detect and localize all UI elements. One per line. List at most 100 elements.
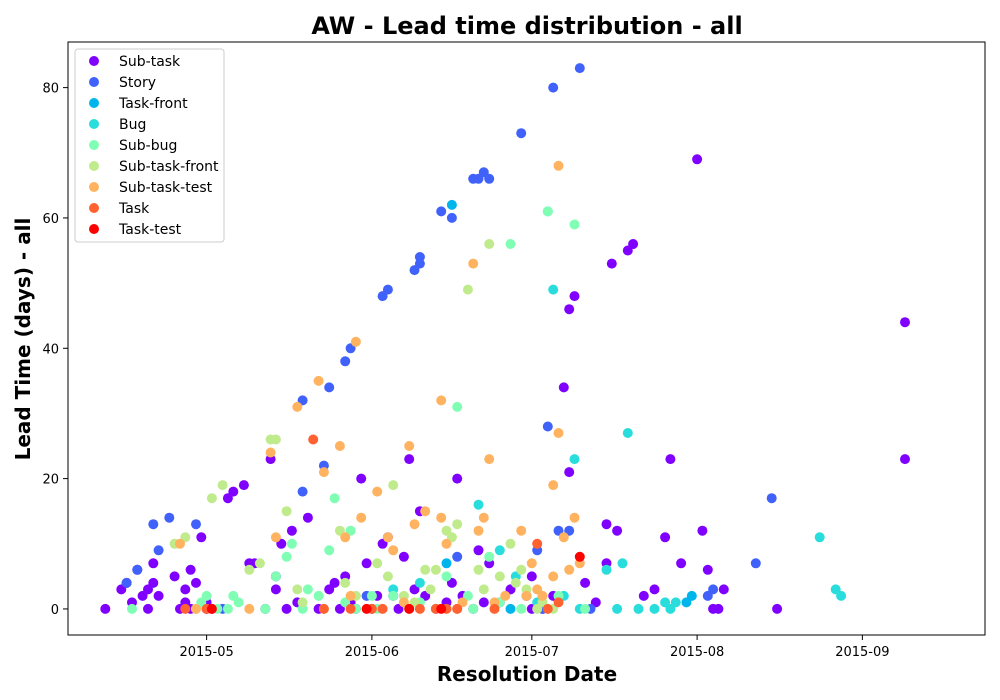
data-point-task bbox=[414, 603, 425, 614]
data-point-story bbox=[766, 493, 777, 504]
data-point-sub-task bbox=[628, 239, 639, 249]
data-point-story bbox=[484, 173, 495, 184]
legend: Sub-task Story Task-front Bug Sub-bug Sub-tas… bbox=[74, 48, 225, 243]
data-point-sub-task bbox=[612, 525, 623, 536]
x-tick-label: 2015-06 bbox=[345, 645, 399, 660]
data-point-sub-task bbox=[718, 584, 729, 595]
data-point-sub-task-test bbox=[270, 532, 281, 543]
data-point-sub-task-test bbox=[409, 519, 420, 530]
data-point-sub-task bbox=[564, 304, 575, 315]
data-point-sub-bug bbox=[580, 603, 591, 614]
legend-label: Sub-task-test bbox=[119, 180, 213, 196]
data-point-sub-task-front bbox=[372, 558, 383, 569]
plot-frame bbox=[67, 41, 986, 636]
data-point-bug bbox=[649, 603, 660, 614]
data-point-story bbox=[750, 558, 761, 569]
legend-marker bbox=[89, 98, 99, 108]
data-point-sub-task bbox=[558, 382, 569, 393]
data-point-sub-task bbox=[564, 467, 575, 478]
data-point-task-front bbox=[441, 558, 452, 569]
legend-marker bbox=[89, 119, 99, 129]
legend-label: Sub-task bbox=[119, 54, 181, 70]
legend-marker bbox=[89, 140, 99, 150]
data-point-sub-bug bbox=[324, 545, 335, 556]
data-point-sub-task-test bbox=[468, 258, 479, 269]
data-point-sub-task bbox=[473, 545, 484, 556]
legend-label: Sub-bug bbox=[119, 138, 177, 154]
data-point-bug bbox=[414, 577, 425, 588]
data-point-sub-task-test bbox=[313, 375, 324, 386]
data-point-sub-task-front bbox=[510, 577, 521, 588]
data-point-story bbox=[121, 577, 132, 588]
data-point-sub-task-test bbox=[334, 441, 345, 451]
data-point-sub-task-front bbox=[478, 584, 489, 595]
data-point-sub-bug bbox=[313, 590, 324, 601]
data-point-bug bbox=[617, 558, 628, 569]
data-point-sub-bug bbox=[270, 571, 281, 582]
data-point-sub-task bbox=[649, 584, 660, 595]
data-point-task-front bbox=[686, 590, 697, 601]
data-point-story bbox=[191, 519, 201, 530]
data-point-sub-task bbox=[222, 493, 233, 504]
data-point-sub-bug bbox=[286, 538, 297, 549]
data-point-task bbox=[489, 603, 500, 614]
data-point-story bbox=[132, 564, 143, 575]
legend-label: Bug bbox=[119, 117, 146, 133]
data-point-sub-task-test bbox=[340, 532, 351, 543]
y-tick-label: 60 bbox=[42, 212, 59, 227]
y-tick-label: 80 bbox=[42, 82, 59, 97]
data-point-sub-bug bbox=[201, 590, 212, 601]
data-point-sub-task-front bbox=[505, 538, 516, 549]
data-point-sub-task-test bbox=[553, 428, 564, 438]
data-point-sub-task-test bbox=[436, 512, 447, 523]
data-point-sub-task-test bbox=[478, 512, 489, 523]
data-point-sub-task bbox=[478, 597, 489, 608]
data-point-bug bbox=[569, 454, 580, 465]
data-point-sub-task-test bbox=[558, 532, 569, 543]
data-point-sub-bug bbox=[127, 603, 137, 614]
data-point-sub-bug bbox=[345, 525, 356, 536]
data-point-sub-task bbox=[900, 454, 910, 465]
x-tick-label: 2015-05 bbox=[179, 645, 233, 660]
legend-marker bbox=[89, 203, 99, 213]
y-tick-label: 20 bbox=[42, 473, 59, 488]
data-point-sub-bug bbox=[441, 571, 452, 582]
data-point-bug bbox=[622, 428, 633, 438]
data-point-sub-task-test bbox=[516, 525, 527, 536]
data-point-sub-task-test bbox=[473, 525, 484, 536]
data-point-sub-task bbox=[606, 258, 617, 269]
data-point-sub-task-test bbox=[436, 395, 447, 406]
data-point-sub-task bbox=[569, 291, 580, 302]
data-point-bug bbox=[814, 532, 825, 543]
data-point-sub-bug bbox=[569, 219, 580, 230]
legend-marker bbox=[89, 56, 99, 66]
data-point-sub-bug bbox=[222, 603, 233, 614]
data-point-task bbox=[532, 538, 543, 549]
data-point-sub-bug bbox=[329, 493, 340, 504]
data-point-sub-task bbox=[191, 577, 201, 588]
data-point-sub-task bbox=[228, 486, 239, 497]
data-point-task bbox=[377, 603, 388, 614]
data-point-story bbox=[436, 206, 447, 217]
data-point-bug bbox=[601, 564, 612, 575]
data-points bbox=[100, 63, 910, 614]
y-tick-label: 40 bbox=[42, 342, 59, 357]
data-point-bug bbox=[494, 545, 505, 556]
data-point-sub-task-front bbox=[516, 564, 527, 575]
data-point-task-test bbox=[574, 551, 585, 562]
data-point-sub-task-test bbox=[500, 590, 511, 601]
data-point-story bbox=[574, 63, 585, 74]
data-point-sub-task-front bbox=[473, 564, 484, 575]
data-point-bug bbox=[612, 603, 623, 614]
legend-marker bbox=[89, 182, 99, 192]
data-point-sub-task bbox=[100, 603, 111, 614]
data-point-sub-task bbox=[148, 558, 159, 569]
data-point-story bbox=[564, 525, 575, 536]
data-point-sub-task bbox=[638, 590, 649, 601]
data-point-sub-task-test bbox=[537, 590, 548, 601]
data-point-story bbox=[446, 212, 457, 223]
data-point-sub-task bbox=[404, 454, 415, 465]
data-point-sub-task-test bbox=[569, 512, 580, 523]
data-point-task-test bbox=[436, 603, 447, 614]
data-point-task bbox=[308, 434, 319, 445]
